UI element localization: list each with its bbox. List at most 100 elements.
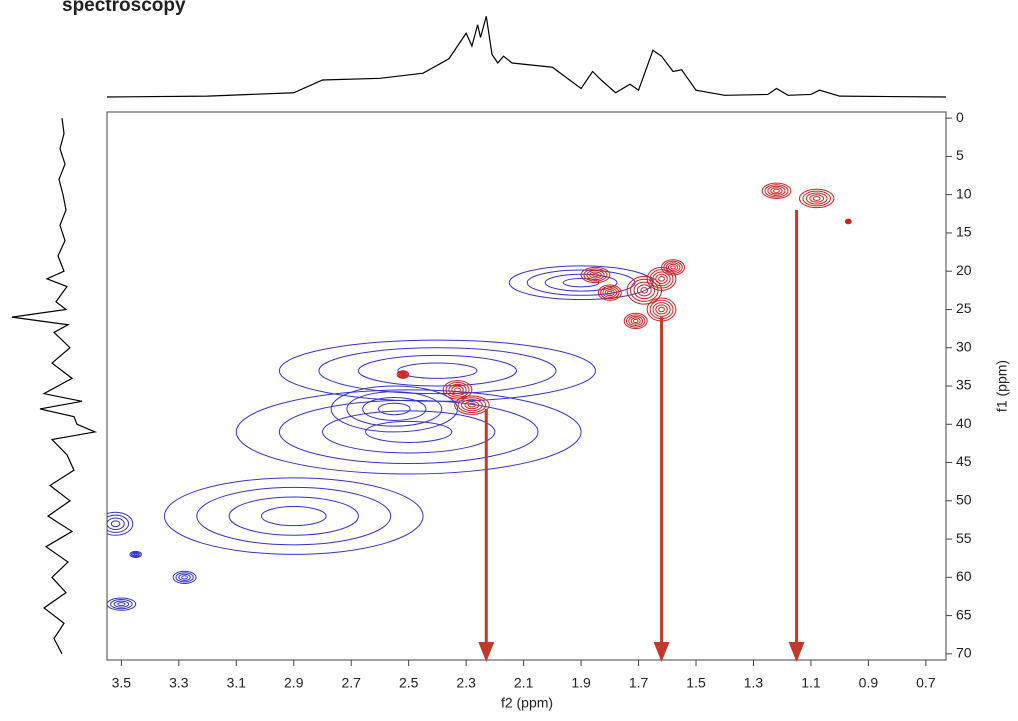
contour-peak <box>133 553 138 556</box>
x-tick-label: 2.7 <box>341 675 361 691</box>
contour-peak <box>461 399 483 412</box>
contour-peak <box>442 380 473 400</box>
contour-peak <box>798 188 835 209</box>
contour-peak <box>117 602 126 607</box>
contour-peak <box>802 190 831 207</box>
contour-peak <box>667 263 679 271</box>
contour-peak <box>196 486 392 546</box>
contour-peak <box>467 402 476 408</box>
contour-peak <box>163 477 424 555</box>
contour-peak <box>592 272 599 278</box>
contour-peak <box>508 265 654 301</box>
x-tick-label: 1.9 <box>571 675 591 691</box>
contour-peak <box>665 262 681 273</box>
contour-peak <box>107 514 130 533</box>
contour-peak <box>600 286 620 300</box>
contour-peak <box>761 182 792 199</box>
contour-peak <box>378 402 411 416</box>
contour-peak <box>583 268 608 282</box>
y-tick-label: 40 <box>956 415 972 431</box>
left-projection <box>11 118 98 655</box>
contour-peak <box>107 597 137 611</box>
contour-peak <box>400 372 406 377</box>
contour-peak <box>357 354 517 387</box>
contour-peak <box>396 370 410 379</box>
contour-peak <box>235 389 582 475</box>
contour-peak <box>655 273 668 284</box>
top-projection <box>106 16 947 98</box>
contour-peak <box>132 552 140 557</box>
y-tick-label: 55 <box>956 530 972 546</box>
contour-peak <box>847 220 850 223</box>
contour-peak <box>346 391 443 427</box>
arrow-head <box>653 642 670 662</box>
contour-peak <box>365 420 453 443</box>
contour-peak <box>625 314 646 328</box>
chart-title: spectroscopy <box>62 0 186 16</box>
contour-peak <box>764 184 789 198</box>
contour-peak <box>330 385 459 433</box>
arrow-head <box>478 642 495 662</box>
y-tick-label: 10 <box>956 185 972 201</box>
contour-peak <box>260 506 327 527</box>
x-tick-label: 2.9 <box>284 675 304 691</box>
contour-peak <box>318 347 557 395</box>
x-tick-label: 1.3 <box>744 675 764 691</box>
y-tick-label: 35 <box>956 377 972 393</box>
contour-peak <box>805 192 828 205</box>
contour-peak <box>767 185 786 196</box>
y-tick-label: 45 <box>956 453 972 469</box>
contour-peak <box>107 511 134 536</box>
y-axis-label: f1 (ppm) <box>994 360 1010 412</box>
contour-peak <box>178 573 191 581</box>
contour-peak <box>661 259 686 276</box>
y-tick-label: 50 <box>956 492 972 508</box>
plot-area <box>107 182 852 611</box>
contour-peak <box>604 289 615 297</box>
x-tick-label: 3.1 <box>227 675 247 691</box>
contour-peak <box>397 370 409 379</box>
contour-peak <box>130 551 141 558</box>
contour-peak <box>580 266 611 284</box>
contour-peak <box>181 575 188 580</box>
contour-peak <box>663 260 683 274</box>
arrow-head <box>788 642 805 662</box>
contour-peak <box>589 271 602 279</box>
contour-peak <box>129 550 142 558</box>
contour-peak <box>623 312 648 330</box>
contour-peak <box>113 600 130 608</box>
contour-peak <box>602 287 618 298</box>
contour-peak <box>107 517 125 531</box>
contour-peak <box>451 385 464 395</box>
contour-peak <box>630 317 641 325</box>
contour-peak <box>397 362 478 379</box>
contour-peak <box>464 400 480 410</box>
contour-peak <box>770 187 783 195</box>
x-tick-label: 0.9 <box>859 675 879 691</box>
y-tick-label: 25 <box>956 300 972 316</box>
y-tick-label: 5 <box>956 147 964 163</box>
x-tick-label: 2.5 <box>399 675 419 691</box>
contour-peak <box>448 383 467 396</box>
contour-peak <box>670 265 676 270</box>
contour-peak <box>597 284 622 301</box>
contour-peak <box>628 315 644 327</box>
contour-peak <box>110 520 121 528</box>
y-tick-label: 0 <box>956 109 964 125</box>
contour-peak <box>607 290 613 295</box>
contour-peak <box>110 599 133 610</box>
contour-peak <box>454 395 490 415</box>
contour-peak <box>773 188 780 193</box>
contour-peak <box>652 302 671 317</box>
contour-peak <box>636 284 652 297</box>
contour-peak <box>362 396 427 421</box>
x-tick-label: 2.1 <box>514 675 534 691</box>
y-tick-label: 20 <box>956 262 972 278</box>
x-tick-label: 1.5 <box>686 675 706 691</box>
y-tick-label: 15 <box>956 224 972 240</box>
contour-peak <box>454 387 461 393</box>
contour-peak <box>172 570 197 584</box>
contour-peak <box>399 371 407 378</box>
x-tick-label: 3.3 <box>169 675 189 691</box>
